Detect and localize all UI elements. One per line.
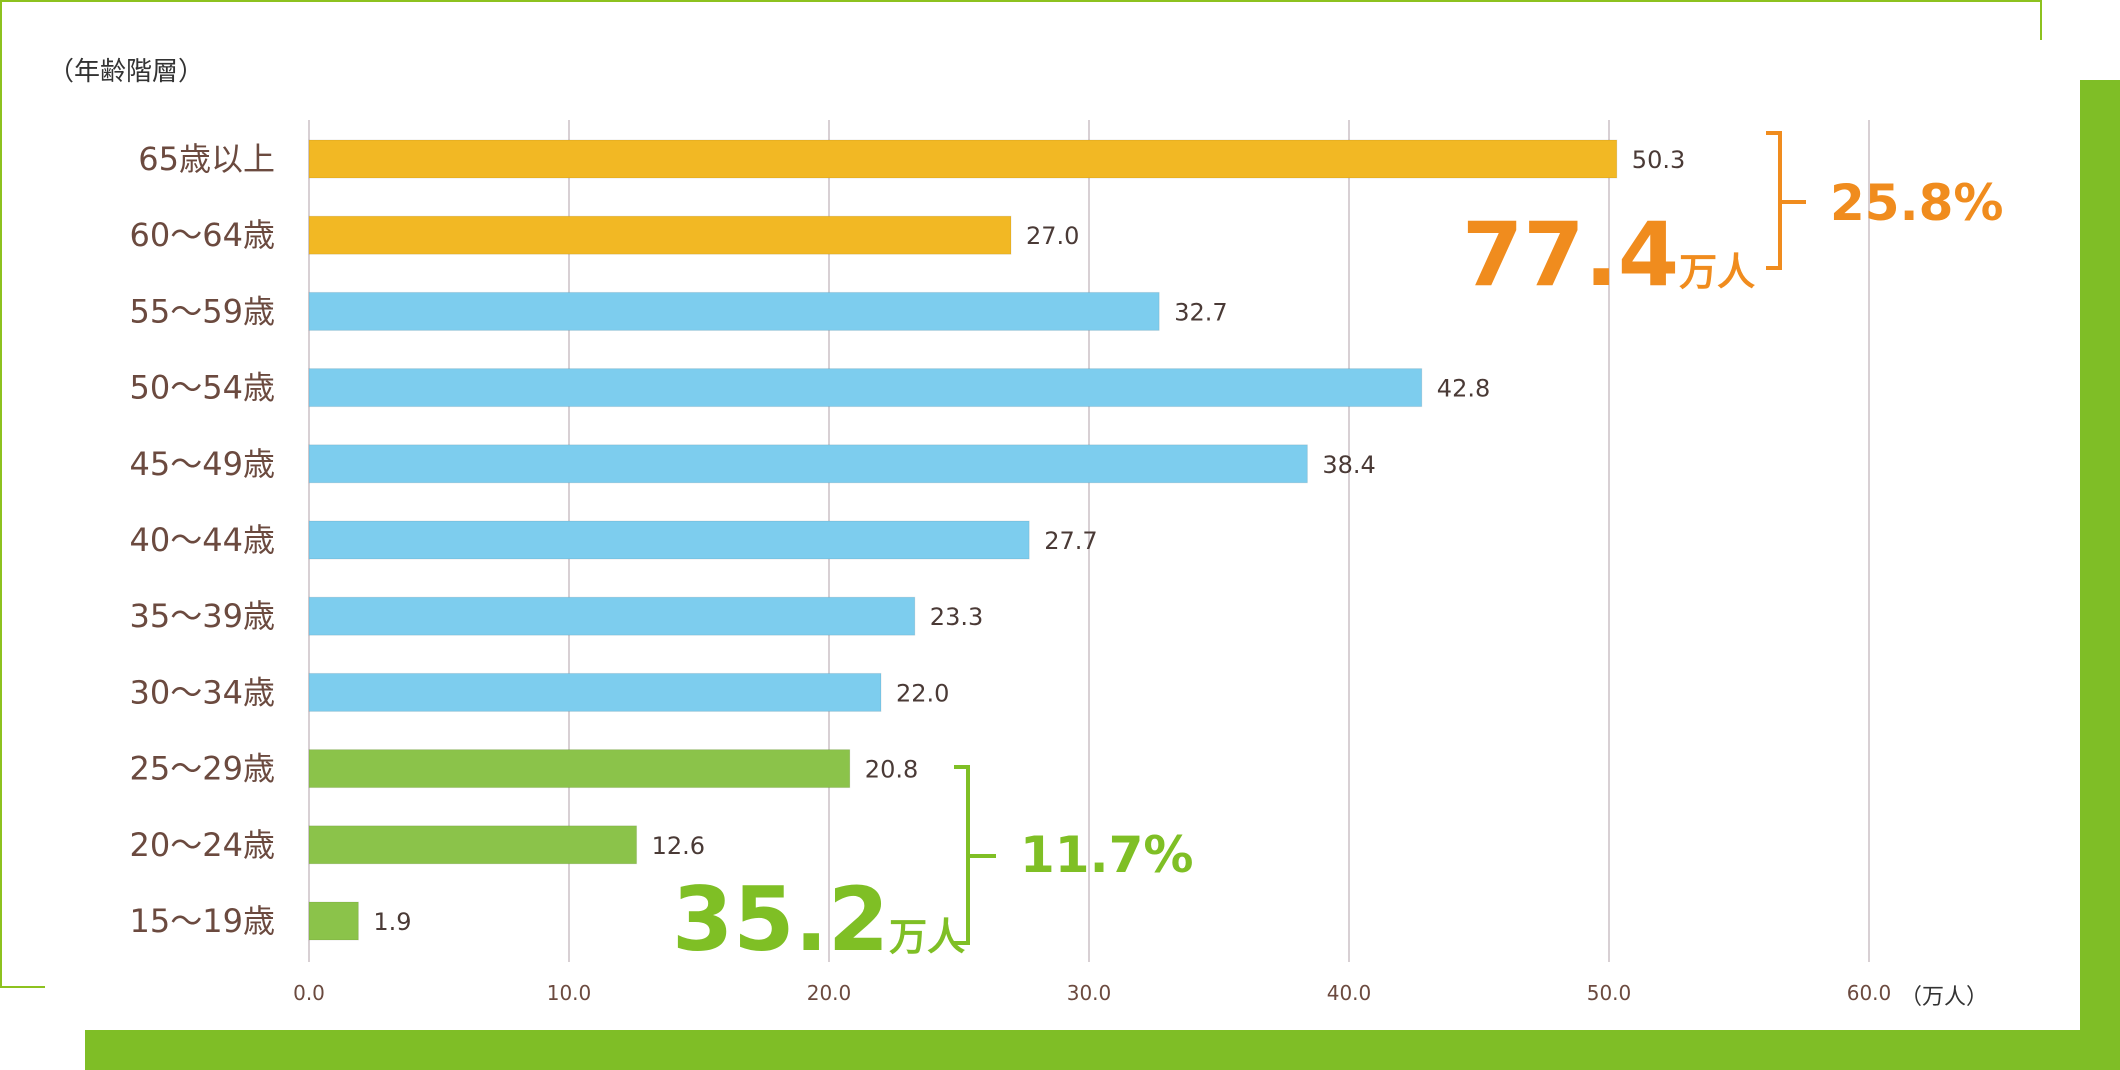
bar-senior	[308, 139, 1618, 179]
value-label: 32.7	[1174, 298, 1227, 326]
value-labels: 50.3 27.0 32.7 42.8 38.4 27.7 23.3 22.0 20.8 12.6…	[373, 146, 1685, 936]
value-label: 22.0	[896, 679, 949, 707]
category-label: 55～59歳	[130, 292, 275, 330]
x-tick-labels: 0.0 10.0 20.0 30.0 40.0 50.0 60.0	[293, 981, 1891, 1005]
bar-middle	[308, 672, 882, 712]
x-tick-label: 50.0	[1587, 981, 1632, 1005]
category-label: 30～34歳	[130, 673, 275, 711]
value-label: 23.3	[930, 603, 983, 631]
category-label: 35～39歳	[130, 597, 275, 635]
senior-percent: 25.8%	[1830, 174, 2003, 232]
young-annotation: 11.7% 35.2万人	[672, 765, 1193, 971]
senior-total: 77.4万人	[1462, 203, 1755, 306]
bar-middle	[308, 596, 916, 636]
category-label: 40～44歳	[130, 521, 275, 559]
category-label: 50～54歳	[130, 369, 275, 407]
frame-bottom-line	[0, 986, 45, 988]
category-label: 25～29歳	[130, 750, 275, 788]
frame-top-line	[0, 0, 2042, 2]
young-total-number: 35.2	[672, 868, 889, 971]
category-labels: 65歳以上 60～64歳 55～59歳 50～54歳 45～49歳 40～44歳 35～39…	[130, 140, 275, 940]
bar-middle	[308, 520, 1030, 560]
bar-middle	[308, 368, 1423, 408]
value-label: 38.4	[1322, 451, 1375, 479]
bar-young	[308, 901, 359, 941]
value-label: 27.7	[1044, 527, 1097, 555]
senior-total-number: 77.4	[1462, 203, 1679, 306]
frame-left-line	[0, 0, 2, 988]
bar-middle	[308, 444, 1308, 484]
y-axis-title: （年齢階層）	[48, 57, 204, 87]
x-tick-label: 40.0	[1327, 981, 1372, 1005]
value-label: 20.8	[865, 756, 918, 784]
category-label: 60～64歳	[130, 216, 275, 254]
category-label: 15～19歳	[130, 902, 275, 940]
category-label: 20～24歳	[130, 826, 275, 864]
value-label: 12.6	[652, 832, 705, 860]
senior-annotation: 25.8% 77.4万人	[1462, 131, 2003, 306]
bar-young	[308, 825, 638, 865]
x-tick-label: 30.0	[1067, 981, 1112, 1005]
bar-middle	[308, 291, 1160, 331]
category-label: 65歳以上	[138, 140, 275, 178]
young-bracket	[954, 765, 996, 945]
senior-bracket	[1766, 131, 1806, 270]
x-tick-label: 0.0	[293, 981, 325, 1005]
young-total-unit: 万人	[889, 915, 965, 959]
x-axis-unit: （万人）	[1900, 985, 1988, 1010]
value-label: 1.9	[373, 908, 411, 936]
young-percent: 11.7%	[1020, 826, 1193, 884]
value-label: 50.3	[1632, 146, 1685, 174]
x-tick-label: 20.0	[807, 981, 852, 1005]
frame-right-line	[2040, 0, 2042, 40]
bar-senior	[308, 215, 1012, 255]
bars	[308, 139, 1618, 941]
value-label: 27.0	[1026, 222, 1079, 250]
value-label: 42.8	[1437, 375, 1490, 403]
x-tick-label: 10.0	[547, 981, 592, 1005]
bar-young	[308, 749, 851, 789]
young-total: 35.2万人	[672, 868, 965, 971]
category-label: 45～49歳	[130, 445, 275, 483]
x-tick-label: 60.0	[1847, 981, 1892, 1005]
senior-total-unit: 万人	[1679, 250, 1755, 294]
